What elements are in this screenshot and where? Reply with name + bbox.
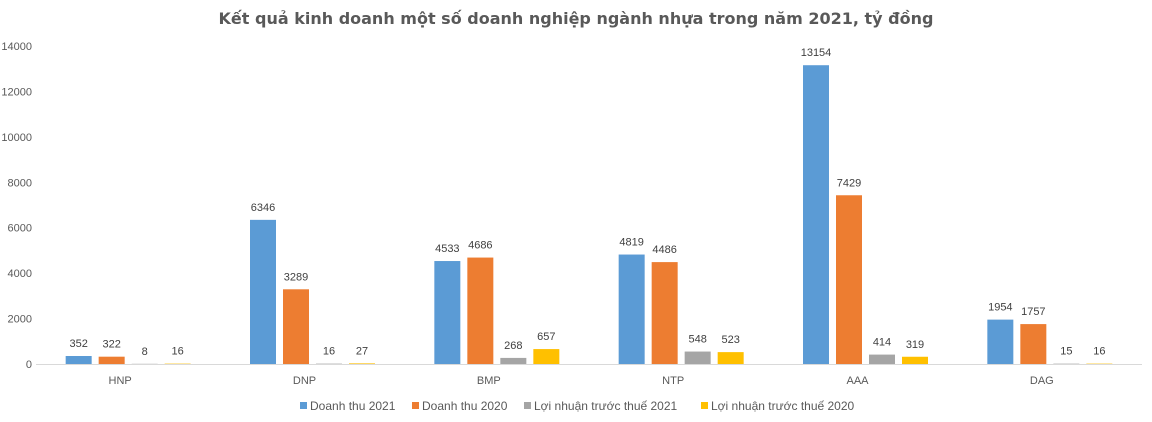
bar-bmp-series-3 (533, 349, 560, 364)
data-label: 16 (1093, 346, 1105, 358)
bar-ntp-series-1 (651, 262, 678, 364)
bar-bmp-series-2 (500, 357, 527, 364)
legend-item[interactable]: Lợi nhuận trước thuế 2021 (524, 399, 678, 413)
x-axis: HNP DNP BMP NTP AAA DAG (36, 364, 1142, 387)
legend-item[interactable]: Doanh thu 2020 (412, 399, 508, 413)
bar-dag-series-1 (1020, 324, 1047, 364)
data-label: 3289 (284, 271, 308, 283)
data-label: 322 (102, 339, 120, 351)
bar-ntp-series-2 (684, 351, 711, 364)
data-label: 352 (69, 338, 87, 350)
legend-swatch (412, 402, 419, 409)
y-tick-label: 10000 (1, 132, 32, 144)
bar-bmp-series-1 (467, 257, 494, 364)
data-label: 16 (323, 346, 335, 358)
data-label: 1757 (1021, 306, 1045, 318)
y-tick-label: 12000 (1, 86, 32, 98)
x-tick-label: HNP (109, 375, 132, 387)
y-tick-label: 4000 (8, 268, 32, 280)
bar-dnp-series-3 (349, 363, 375, 364)
bar-dnp-series-0 (250, 219, 276, 364)
data-label: 6346 (251, 202, 275, 214)
legend-item[interactable]: Doanh thu 2021 (300, 399, 396, 413)
x-tick-label: AAA (846, 375, 869, 387)
legend-swatch (524, 402, 531, 409)
data-label: 16 (172, 346, 184, 358)
bar-bmp-series-0 (434, 261, 461, 364)
bar-aaa-series-1 (836, 195, 862, 364)
data-label: 523 (721, 334, 739, 346)
bar-aaa-series-2 (869, 354, 895, 364)
legend-label: Doanh thu 2020 (422, 399, 508, 413)
data-label: 319 (906, 339, 924, 351)
bar-dnp-series-1 (283, 289, 309, 364)
bar-dag-series-0 (987, 319, 1014, 364)
data-label: 414 (873, 337, 891, 349)
bar-hnp-series-1 (98, 356, 125, 364)
data-label: 8 (142, 346, 148, 358)
legend: Doanh thu 2021 Doanh thu 2020 Lợi nhuận tr… (300, 399, 855, 413)
x-tick-label: DAG (1030, 375, 1054, 387)
y-tick-label: 0 (26, 359, 32, 371)
x-tick-label: DNP (293, 375, 316, 387)
legend-item[interactable]: Lợi nhuận trước thuế 2020 (701, 399, 855, 413)
legend-label: Doanh thu 2021 (310, 399, 396, 413)
data-label: 1954 (988, 302, 1012, 314)
data-label: 4819 (619, 237, 643, 249)
data-label: 27 (356, 345, 368, 357)
x-tick-label: NTP (662, 375, 684, 387)
bar-hnp-series-0 (65, 356, 92, 364)
data-label: 13154 (801, 47, 832, 59)
y-tick-label: 6000 (8, 223, 32, 235)
data-label: 4533 (435, 243, 459, 255)
x-tick-label: BMP (477, 375, 501, 387)
bar-aaa-series-3 (902, 356, 928, 364)
legend-swatch (701, 402, 708, 409)
legend-swatch (300, 402, 307, 409)
chart-title: Kết quả kinh doanh một số doanh nghiệp n… (219, 9, 934, 28)
data-label: 15 (1060, 346, 1072, 358)
data-label: 4486 (652, 244, 676, 256)
y-tick-label: 2000 (8, 314, 32, 326)
bars: 352 322 8 16 6346 3289 16 27 4533 4686 268 657 4819 4… (65, 47, 1113, 365)
data-label: 4686 (468, 240, 492, 252)
bar-ntp-series-3 (717, 352, 744, 364)
y-tick-label: 14000 (1, 41, 32, 53)
data-label: 657 (537, 331, 555, 343)
legend-label: Lợi nhuận trước thuế 2021 (534, 399, 678, 413)
data-label: 548 (688, 334, 706, 346)
legend-label: Lợi nhuận trước thuế 2020 (711, 399, 855, 413)
data-label: 7429 (837, 177, 861, 189)
y-axis: 0 2000 4000 6000 8000 10000 12000 14000 (1, 41, 32, 371)
bar-aaa-series-0 (803, 65, 829, 365)
y-tick-label: 8000 (8, 177, 32, 189)
bar-ntp-series-0 (618, 254, 645, 364)
data-label: 268 (504, 340, 522, 352)
